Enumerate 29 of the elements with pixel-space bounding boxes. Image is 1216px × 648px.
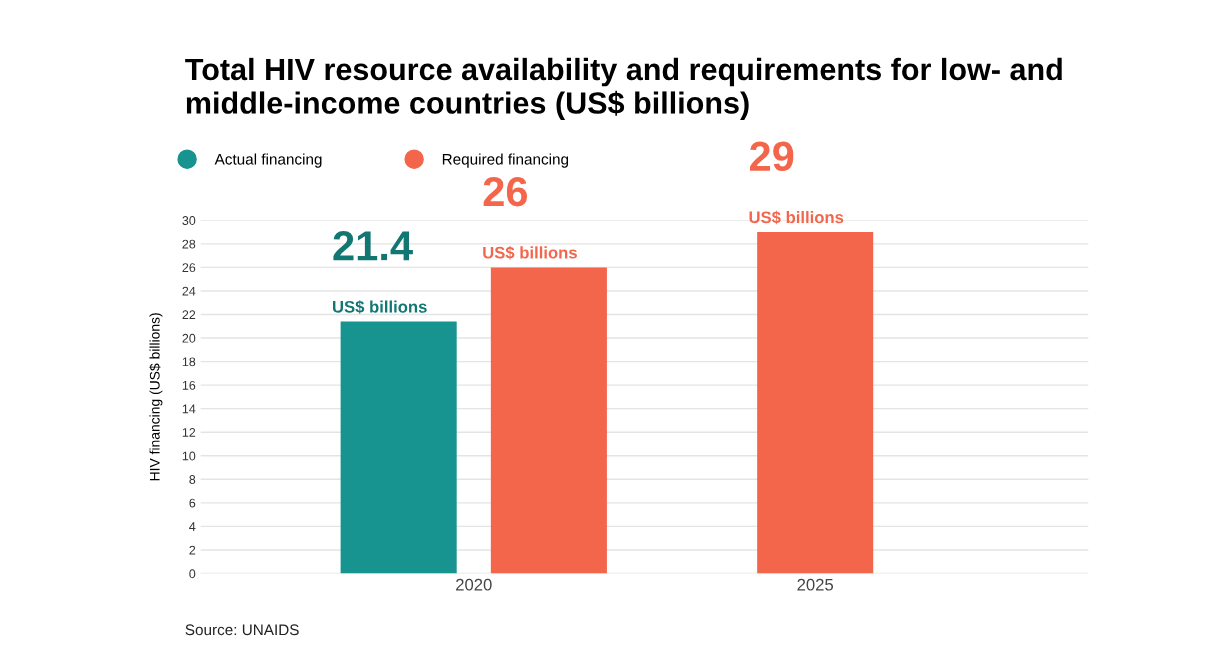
y-tick-label: 8 [189, 475, 196, 484]
y-tick-label: 22 [182, 310, 196, 320]
y-tick-label: 10 [182, 451, 196, 461]
y-tick-label: 24 [182, 286, 196, 296]
y-tick-label: 12 [182, 428, 196, 437]
y-tick-label: 6 [189, 498, 196, 508]
chart-title: Total HIV resource availability and requirements for low- and middle-income countries (US$ billions) [185, 57, 1062, 120]
data-label: 26 US$ billions [483, 176, 577, 260]
y-tick-label: 20 [182, 333, 196, 343]
y-tick-label: 0 [189, 569, 196, 579]
y-tick-label: 26 [182, 263, 196, 273]
data-label: 21.4 US$ billions [332, 231, 427, 314]
source-note: Source: UNAIDS [185, 624, 299, 636]
y-tick-label: 14 [182, 404, 196, 414]
bar [340, 321, 457, 574]
bar [757, 232, 874, 574]
y-tick-label: 16 [182, 380, 196, 390]
legend-label: Required financing [442, 153, 569, 168]
y-tick-label: 2 [189, 545, 196, 555]
legend-label: Actual financing [214, 153, 322, 168]
y-tick-label: 30 [182, 216, 196, 225]
y-tick-label: 18 [182, 357, 196, 367]
x-tick-label: 2025 [797, 578, 834, 591]
bar [490, 267, 607, 574]
y-axis-title: HIV financing (US$ billions) [149, 313, 163, 481]
y-tick-label: 4 [189, 522, 196, 531]
x-tick-label: 2020 [456, 578, 492, 591]
y-tick-label: 28 [182, 239, 196, 249]
data-label: 29 US$ billions [749, 141, 844, 225]
